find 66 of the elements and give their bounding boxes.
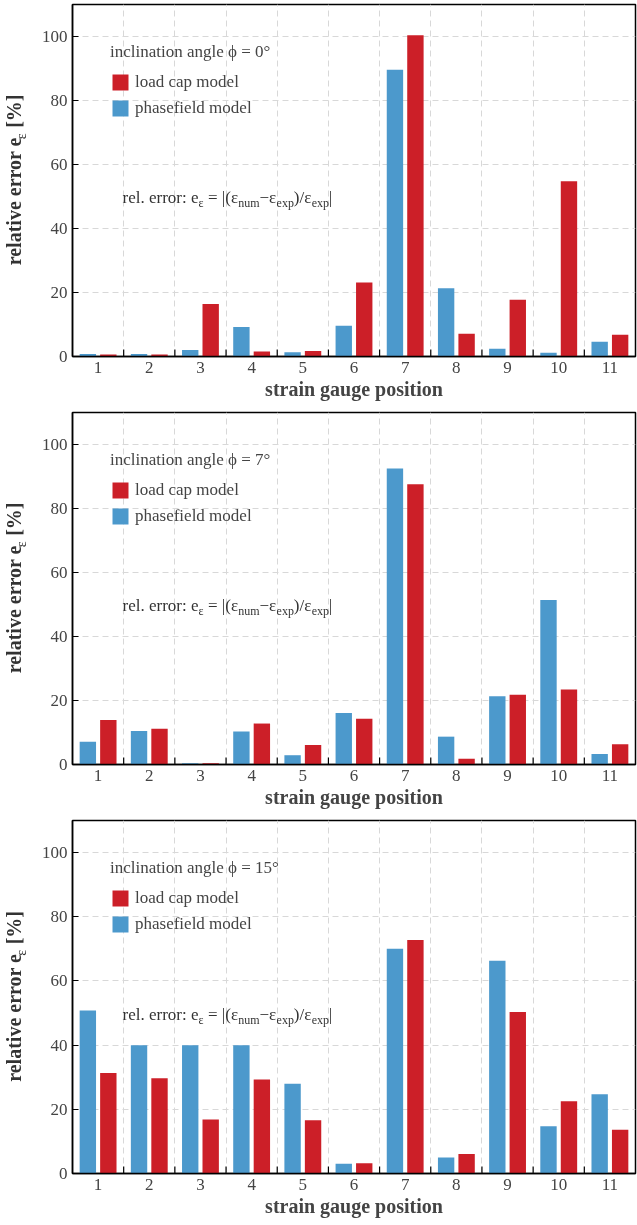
y-axis-title: relative error eε [%] xyxy=(2,910,29,1082)
y-axis-title: relative error eε [%] xyxy=(2,94,29,266)
x-tick-label: 7 xyxy=(400,357,410,377)
x-tick-label: 9 xyxy=(503,765,512,785)
x-tick-label: 3 xyxy=(196,765,205,785)
y-tick-label: 60 xyxy=(50,563,68,582)
x-tick-label: 2 xyxy=(145,357,154,377)
x-tick-label: 2 xyxy=(145,765,154,785)
x-tick-label: 8 xyxy=(452,357,461,377)
x-tick-label: 3 xyxy=(196,357,205,377)
y-tick-label: 0 xyxy=(59,755,68,774)
x-tick-label: 4 xyxy=(247,1174,257,1194)
y-tick-label: 60 xyxy=(50,155,68,174)
y-tick-label: 100 xyxy=(42,27,68,46)
x-tick-label: 10 xyxy=(550,1174,568,1194)
x-tick-label: 8 xyxy=(452,1174,461,1194)
x-tick-label: 5 xyxy=(298,1174,308,1194)
y-tick-label: 100 xyxy=(42,843,68,863)
x-tick-label: 10 xyxy=(550,765,568,785)
y-tick-label: 100 xyxy=(42,435,68,454)
legend-label: phasefield model xyxy=(135,98,252,118)
x-tick-label: 11 xyxy=(601,1174,619,1194)
y-tick-label: 40 xyxy=(50,1035,68,1055)
x-axis-title: strain gauge position xyxy=(265,1194,443,1218)
legend-title: inclination angle ϕ = 7° xyxy=(110,450,271,470)
x-tick-label: 9 xyxy=(503,1174,512,1194)
y-axis-title: relative error eε [%] xyxy=(2,502,29,674)
y-tick-label: 20 xyxy=(50,691,68,710)
legend-title: inclination angle ϕ = 0° xyxy=(110,42,271,62)
legend-title: inclination angle ϕ = 15° xyxy=(110,858,279,878)
y-tick-label: 20 xyxy=(50,283,68,302)
x-tick-label: 4 xyxy=(247,765,257,785)
x-tick-label: 6 xyxy=(349,765,359,785)
x-tick-label: 11 xyxy=(601,765,619,785)
x-tick-label: 9 xyxy=(503,357,512,377)
y-tick-label: 0 xyxy=(59,347,68,366)
x-tick-label: 5 xyxy=(298,765,308,785)
legend-label: phasefield model xyxy=(135,914,252,934)
legend-label: phasefield model xyxy=(135,506,252,526)
x-tick-label: 7 xyxy=(400,765,410,785)
y-tick-label: 40 xyxy=(50,627,68,646)
x-tick-label: 11 xyxy=(601,357,619,377)
x-tick-label: 1 xyxy=(93,1174,103,1194)
x-tick-label: 8 xyxy=(452,765,461,785)
x-tick-label: 3 xyxy=(196,1174,205,1194)
y-tick-label: 60 xyxy=(50,971,68,991)
x-tick-label: 1 xyxy=(93,357,103,377)
legend-label: load cap model xyxy=(135,72,239,92)
x-tick-label: 1 xyxy=(93,765,103,785)
legend-label: load cap model xyxy=(135,480,239,500)
x-tick-label: 5 xyxy=(298,357,308,377)
y-tick-label: 40 xyxy=(50,219,68,238)
x-tick-label: 7 xyxy=(400,1174,410,1194)
legend-label: load cap model xyxy=(135,888,239,908)
x-axis-title: strain gauge position xyxy=(265,785,443,809)
y-tick-label: 80 xyxy=(50,907,68,927)
x-tick-label: 4 xyxy=(247,357,257,377)
x-tick-label: 6 xyxy=(349,357,359,377)
x-axis-title: strain gauge position xyxy=(265,377,443,401)
x-tick-label: 6 xyxy=(349,1174,359,1194)
x-tick-label: 10 xyxy=(550,357,568,377)
y-tick-label: 80 xyxy=(50,91,68,110)
y-tick-label: 20 xyxy=(50,1099,68,1119)
x-tick-label: 2 xyxy=(145,1174,154,1194)
y-tick-label: 80 xyxy=(50,499,68,518)
y-tick-label: 0 xyxy=(59,1164,68,1183)
